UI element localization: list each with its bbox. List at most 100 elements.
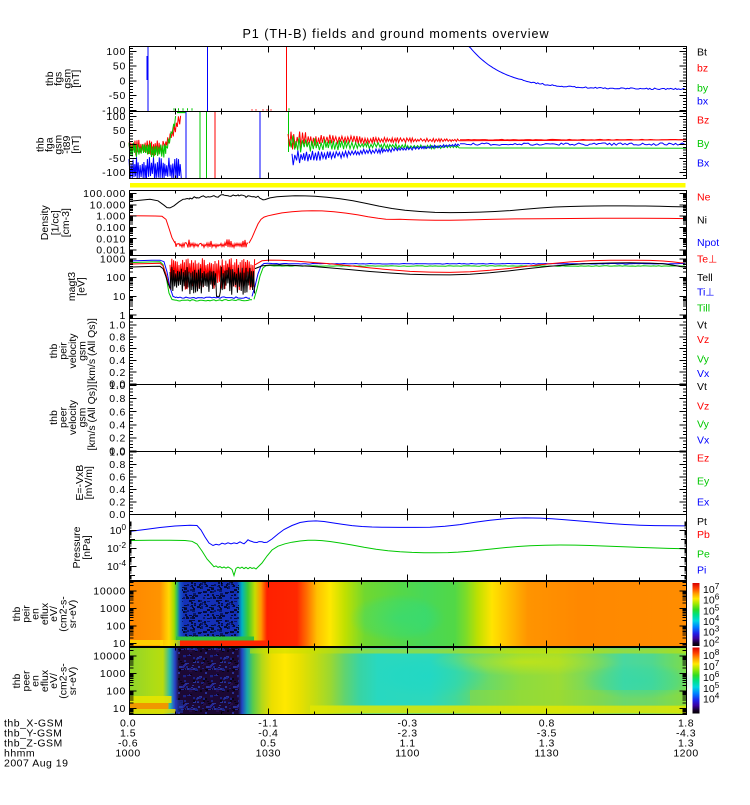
svg-text:bx: bx [697,96,709,108]
svg-text:0: 0 [119,75,126,87]
svg-text:1: 1 [119,310,126,322]
svg-text:Ti⊥: Ti⊥ [697,287,715,299]
svg-text:eV/: eV/ [48,606,60,622]
svg-text:By: By [697,138,710,150]
svg-text:-50: -50 [109,153,126,165]
svg-text:sr-eV): sr-eV) [67,600,79,629]
svg-text:0.4: 0.4 [109,355,126,367]
svg-text:1.0: 1.0 [109,447,126,459]
svg-text:1030: 1030 [256,747,281,759]
svg-text:-3.5: -3.5 [537,727,557,739]
svg-text:-2.3: -2.3 [397,727,417,739]
svg-text:peir: peir [58,342,70,360]
svg-text:0.2: 0.2 [109,433,126,445]
svg-text:velocity: velocity [67,333,79,369]
svg-text:-0.6: -0.6 [118,737,138,749]
svg-text:-4.3: -4.3 [676,727,696,739]
svg-text:0.8: 0.8 [109,393,126,405]
svg-text:0.4: 0.4 [109,484,126,496]
svg-text:[mV/m]: [mV/m] [83,466,95,499]
svg-text:eV/: eV/ [48,673,60,689]
svg-text:1130: 1130 [535,747,560,759]
svg-text:thb: thb [48,344,60,359]
svg-text:1.1: 1.1 [399,737,415,749]
svg-text:eflux: eflux [39,669,51,692]
svg-text:0.4: 0.4 [109,419,126,431]
svg-text:Vx: Vx [697,368,710,380]
svg-text:gsm: gsm [61,69,73,89]
svg-text:thb: thb [35,137,47,152]
svg-text:Vz: Vz [697,334,709,346]
svg-text:0.6: 0.6 [109,343,126,355]
svg-text:thb_Z-GSM: thb_Z-GSM [4,737,63,749]
svg-text:Vz: Vz [697,401,709,413]
svg-text:50: 50 [113,125,126,137]
svg-text:Pressure: Pressure [71,526,83,568]
svg-text:10000: 10000 [93,650,126,662]
svg-text:-0.4: -0.4 [258,727,278,739]
svg-text:by: by [697,83,709,95]
svg-text:magt3: magt3 [66,272,78,301]
svg-text:-50: -50 [109,90,126,102]
svg-text:Ni: Ni [697,215,707,227]
svg-text:Till: Till [697,303,710,315]
svg-text:100: 100 [106,46,126,58]
svg-text:en: en [30,608,42,620]
svg-text:Bx: Bx [697,157,710,169]
svg-text:0.8: 0.8 [109,459,126,471]
svg-text:peer: peer [20,670,32,692]
svg-text:50: 50 [113,61,126,73]
svg-text:0.2: 0.2 [109,497,126,509]
svg-text:-100: -100 [102,105,126,117]
svg-text:E=-VxB: E=-VxB [74,465,86,501]
svg-text:1.0: 1.0 [109,380,126,392]
svg-text:[nT]: [nT] [70,136,82,154]
svg-text:velocity: velocity [67,399,79,435]
svg-text:[nPa]: [nPa] [81,535,93,560]
svg-text:1.8: 1.8 [678,717,694,729]
svg-text:Vt: Vt [697,381,707,393]
svg-text:1000: 1000 [100,253,126,265]
svg-text:thb: thb [48,410,60,425]
svg-text:Te⊥: Te⊥ [697,254,717,266]
svg-text:0.5: 0.5 [260,737,276,749]
svg-text:10.000: 10.000 [90,199,126,211]
svg-text:1100: 1100 [395,747,420,759]
svg-text:0.0: 0.0 [109,446,126,458]
svg-text:10: 10 [113,638,126,650]
svg-text:1000: 1000 [100,668,126,680]
svg-text:[eV]: [eV] [76,277,88,296]
svg-text:[cm-3]: [cm-3] [60,208,72,237]
svg-text:peir: peir [20,605,32,623]
svg-text:100: 100 [106,111,126,123]
svg-text:[km/s (All Qs)]: [km/s (All Qs)] [86,384,98,450]
svg-text:Ez: Ez [697,453,709,465]
svg-text:2007 Aug 19: 2007 Aug 19 [4,757,68,769]
svg-text:gsm: gsm [77,407,89,427]
svg-text:1.3: 1.3 [678,737,694,749]
svg-text:100: 100 [106,685,126,697]
svg-text:0.0: 0.0 [120,717,136,729]
svg-text:1000: 1000 [100,603,126,615]
svg-text:thb: thb [44,71,56,86]
svg-text:100.000: 100.000 [83,188,126,200]
svg-text:0.6: 0.6 [109,472,126,484]
svg-text:0.6: 0.6 [109,406,126,418]
svg-text:1.3: 1.3 [539,737,555,749]
svg-text:peer: peer [58,406,70,428]
svg-text:-t89: -t89 [61,135,73,153]
svg-text:1200: 1200 [673,747,698,759]
svg-text:Pe: Pe [697,549,710,561]
svg-text:-1.1: -1.1 [258,717,278,729]
svg-text:fga: fga [43,137,55,152]
svg-text:Ne: Ne [697,192,711,204]
svg-text:fgs: fgs [53,72,65,86]
svg-text:0.001: 0.001 [96,245,126,257]
svg-text:Bz: Bz [697,115,709,127]
svg-text:Pt: Pt [697,516,707,528]
svg-text:10: 10 [113,291,126,303]
svg-text:[1/cc]: [1/cc] [50,210,62,235]
svg-text:Pi: Pi [697,565,706,577]
svg-text:Density: Density [39,204,51,240]
svg-text:-100: -100 [102,167,126,179]
